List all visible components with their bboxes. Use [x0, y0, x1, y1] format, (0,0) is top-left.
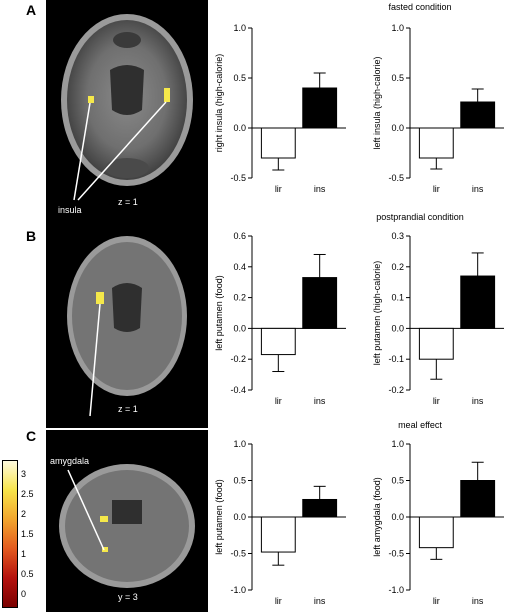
putamen-blob-coronal	[100, 516, 108, 522]
colorbar-tick-label: 1	[21, 549, 27, 559]
y-tick-label: -0.4	[230, 385, 246, 395]
y-axis-label: left insula (high-calorie)	[372, 56, 382, 149]
panel-letter-b: B	[26, 228, 37, 244]
x-category-label: lir	[433, 596, 440, 606]
y-tick-label: 0.5	[391, 476, 404, 486]
y-tick-label: 0.0	[391, 123, 404, 133]
y-tick-label: 0.6	[233, 231, 246, 241]
y-tick-label: 0.5	[391, 73, 404, 83]
colorbar-tick-label: 0.5	[21, 569, 34, 579]
colorbar-gradient	[2, 460, 18, 608]
panel-letter-a: A	[26, 2, 37, 18]
x-category-label: ins	[314, 596, 326, 606]
x-category-label: lir	[275, 396, 282, 406]
bar-chart-left-amygdala: -1.0 -0.5 0.0 0.5 1.0 left amygdala (food) lir…	[372, 439, 504, 606]
x-category-label: ins	[472, 396, 484, 406]
brain-image-axial-b	[46, 228, 208, 428]
bar-ins	[460, 275, 496, 329]
y-tick-label: -0.5	[230, 549, 246, 559]
section-title-meal: meal effect	[398, 420, 442, 430]
bar-ins	[302, 87, 338, 129]
y-tick-label: 0.4	[233, 262, 246, 272]
colorbar-tick-label: 0	[21, 589, 27, 599]
y-tick-label: 0.0	[391, 512, 404, 522]
x-category-label: lir	[275, 184, 282, 194]
amygdala-label: amygdala	[50, 456, 90, 466]
colorbar-tick-label: 2	[21, 509, 27, 519]
slice-label-b: z = 1	[118, 404, 138, 414]
bar-chart-right-insula: -0.5 0.0 0.5 1.0 right insula (high-calorie)…	[214, 23, 346, 194]
bar-chart-left-putamen-food-b: -0.4 -0.2 0.0 0.2 0.4 0.6 left putamen (food) l…	[214, 231, 346, 406]
y-tick-label: -0.5	[388, 173, 404, 183]
bar-lir	[260, 327, 296, 356]
y-tick-label: -0.2	[230, 354, 246, 364]
slice-label-c: y = 3	[118, 592, 138, 602]
y-tick-label: 0.5	[233, 73, 246, 83]
section-title-postprandial: postprandial condition	[376, 212, 464, 222]
colorbar: 3 2.5 2 1.5 1 0.5 0	[2, 460, 42, 610]
bar-chart-left-putamen-highcal: -0.2 -0.1 0.0 0.1 0.2 0.3 left putamen (high-c…	[372, 231, 504, 406]
x-category-label: lir	[275, 596, 282, 606]
bar-lir	[260, 127, 296, 159]
y-axis-label: left putamen (food)	[214, 479, 224, 555]
y-tick-label: 0.2	[391, 262, 404, 272]
y-tick-label: 0.2	[233, 293, 246, 303]
y-tick-label: 0.1	[391, 293, 404, 303]
bar-lir	[418, 516, 454, 549]
y-tick-label: -0.2	[388, 385, 404, 395]
y-tick-label: -0.1	[388, 354, 404, 364]
y-tick-label: 0.0	[391, 323, 404, 333]
brain-image-coronal-c	[46, 430, 208, 612]
y-tick-label: 0.0	[233, 512, 246, 522]
bar-ins	[460, 101, 496, 129]
amygdala-blob	[102, 547, 108, 552]
insula-label: insula	[58, 205, 82, 215]
slice-label-a: z = 1	[118, 197, 138, 207]
y-axis-label: right insula (high-calorie)	[214, 54, 224, 153]
x-category-label: ins	[472, 184, 484, 194]
panel-letter-c: C	[26, 428, 37, 444]
x-category-label: lir	[433, 184, 440, 194]
colorbar-tick-label: 3	[21, 469, 27, 479]
y-axis-label: left putamen (high-calorie)	[372, 261, 382, 366]
bar-chart-left-putamen-food-c: -1.0 -0.5 0.0 0.5 1.0 left putamen (food) lir i…	[214, 439, 346, 606]
y-tick-label: 0.5	[233, 476, 246, 486]
colorbar-tick-label: 2.5	[21, 489, 34, 499]
section-title-fasted: fasted condition	[388, 2, 452, 12]
y-axis-label: left putamen (food)	[214, 275, 224, 351]
y-tick-label: 1.0	[233, 439, 246, 449]
bar-ins	[302, 277, 338, 329]
y-tick-label: -0.5	[230, 173, 246, 183]
bar-ins	[460, 480, 496, 518]
bar-lir	[418, 127, 454, 159]
colorbar-tick-label: 1.5	[21, 529, 34, 539]
x-category-label: ins	[472, 596, 484, 606]
y-tick-label: 1.0	[233, 23, 246, 33]
y-tick-label: 1.0	[391, 439, 404, 449]
x-category-label: lir	[433, 396, 440, 406]
putamen-blob	[96, 292, 104, 304]
bar-ins	[302, 498, 338, 518]
insula-blob-right	[164, 88, 170, 102]
y-tick-label: 0.3	[391, 231, 404, 241]
y-tick-label: 0.0	[233, 323, 246, 333]
y-tick-label: -1.0	[388, 585, 404, 595]
insula-blob-left	[88, 96, 94, 103]
y-tick-label: -0.5	[388, 549, 404, 559]
x-category-label: ins	[314, 396, 326, 406]
y-tick-label: 1.0	[391, 23, 404, 33]
brain-image-axial-a	[46, 0, 208, 228]
y-tick-label: -1.0	[230, 585, 246, 595]
bar-lir	[418, 327, 454, 360]
x-category-label: ins	[314, 184, 326, 194]
y-axis-label: left amygdala (food)	[372, 477, 382, 557]
bar-chart-left-insula: -0.5 0.0 0.5 1.0 left insula (high-calorie) l…	[372, 23, 504, 194]
bar-lir	[260, 516, 296, 553]
y-tick-label: 0.0	[233, 123, 246, 133]
